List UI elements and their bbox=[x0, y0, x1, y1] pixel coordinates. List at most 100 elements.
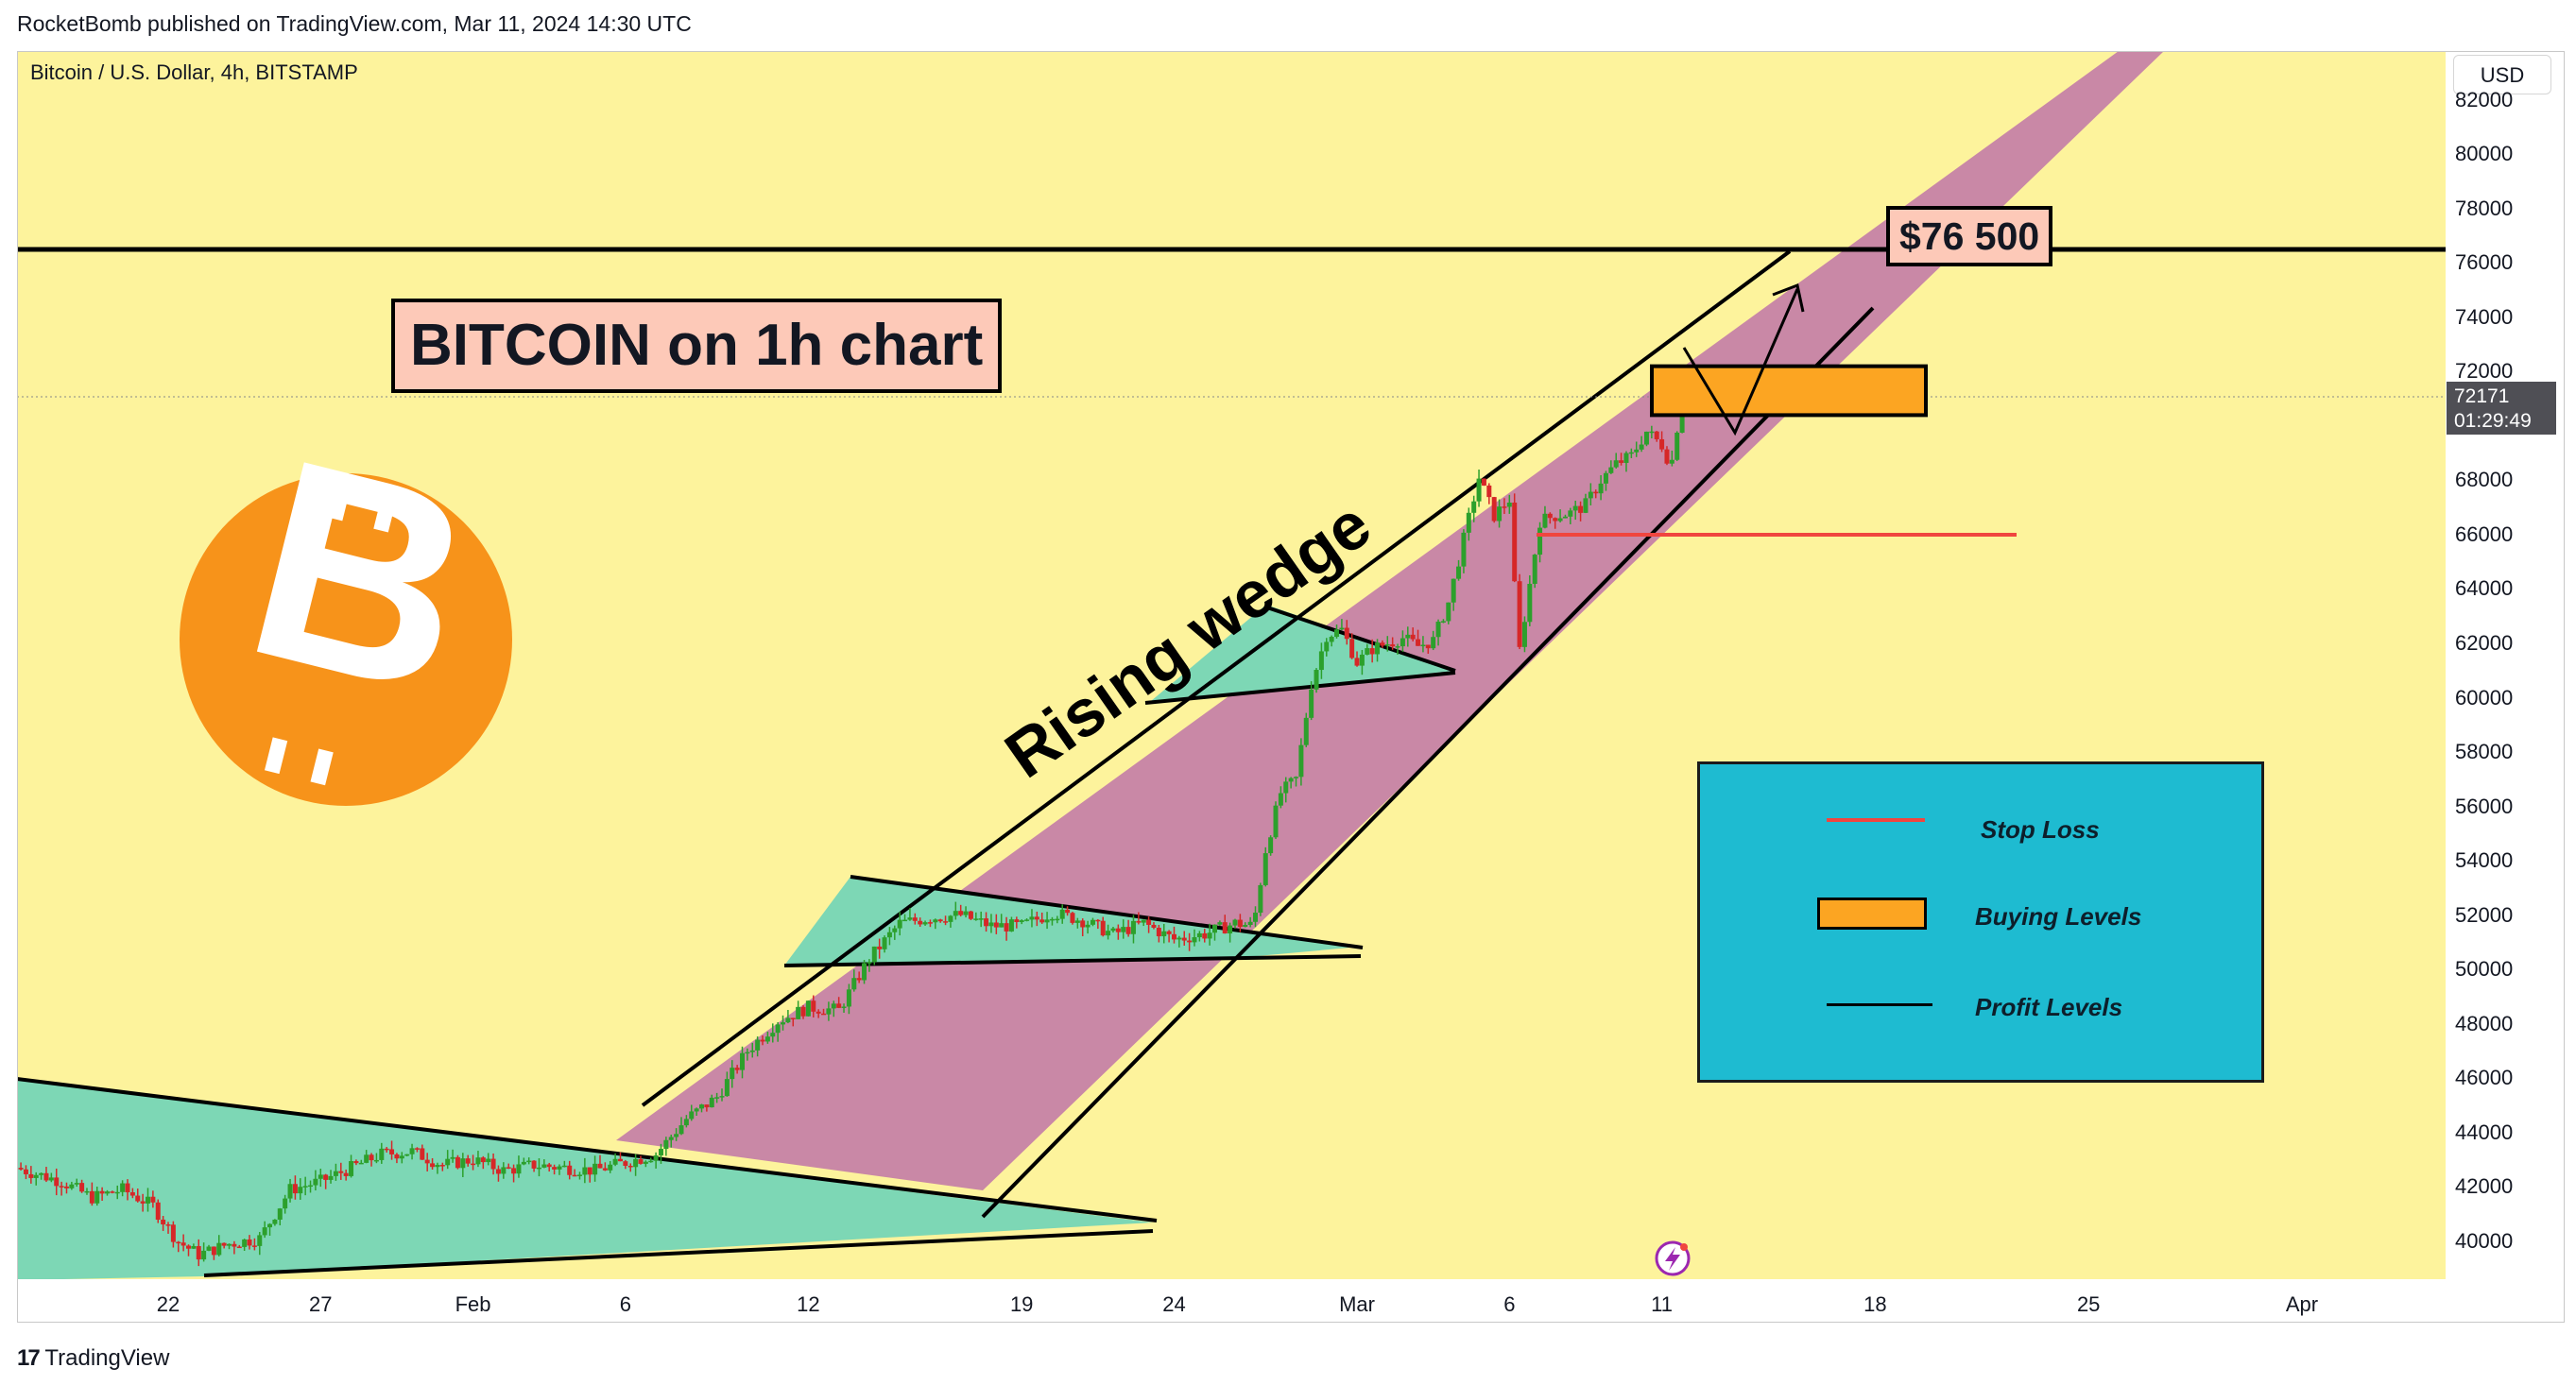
candle-body bbox=[1400, 638, 1405, 647]
candle-body bbox=[1146, 919, 1152, 925]
candle-body bbox=[1643, 431, 1649, 445]
candle-body bbox=[1019, 920, 1024, 922]
candle-body bbox=[1380, 642, 1385, 646]
candle-body bbox=[862, 963, 867, 981]
lightning-icon[interactable] bbox=[1655, 1240, 1691, 1276]
chart-annotation-title: BITCOIN on 1h chart bbox=[391, 299, 1003, 393]
legend-stop-loss-swatch bbox=[1827, 818, 1925, 822]
candle-body bbox=[714, 1097, 720, 1099]
candle-body bbox=[1603, 472, 1608, 484]
candle-body bbox=[251, 1245, 257, 1247]
candle-body bbox=[608, 1164, 613, 1171]
price-tick-label: 54000 bbox=[2455, 848, 2514, 873]
candle-body bbox=[1497, 506, 1503, 522]
candle-body bbox=[1461, 532, 1467, 567]
candle-body bbox=[54, 1177, 60, 1187]
candle-body bbox=[912, 917, 918, 921]
candle-body bbox=[546, 1164, 552, 1168]
candle-body bbox=[1435, 622, 1441, 638]
candle-body bbox=[211, 1246, 216, 1256]
candle-body bbox=[63, 1186, 69, 1188]
candle-body bbox=[856, 978, 862, 981]
last-price-value: 72171 bbox=[2454, 385, 2510, 407]
currency-button[interactable]: USD bbox=[2453, 55, 2551, 94]
time-tick-label: 11 bbox=[1651, 1292, 1674, 1316]
tradingview-brand[interactable]: 17 TradingView bbox=[17, 1345, 169, 1372]
candle-body bbox=[384, 1148, 389, 1151]
candle-body bbox=[460, 1158, 466, 1169]
candle-body bbox=[455, 1156, 460, 1169]
candle-body bbox=[973, 918, 979, 920]
candle-body bbox=[1384, 644, 1390, 646]
candle-body bbox=[1258, 884, 1263, 914]
candle-body bbox=[1446, 602, 1451, 622]
candle-body bbox=[1659, 438, 1665, 450]
candle-body bbox=[323, 1174, 329, 1180]
candle-body bbox=[531, 1160, 537, 1169]
candle-body bbox=[23, 1169, 28, 1174]
time-axis[interactable] bbox=[17, 1279, 2446, 1323]
candle-body bbox=[658, 1149, 663, 1155]
candle-body bbox=[1288, 778, 1294, 782]
candle-body bbox=[206, 1246, 212, 1251]
candle-body bbox=[1395, 646, 1400, 648]
candle-body bbox=[999, 923, 1005, 928]
candle-body bbox=[1237, 919, 1243, 928]
candle-body bbox=[633, 1158, 639, 1168]
candle-body bbox=[1532, 555, 1537, 584]
candle-body bbox=[338, 1171, 344, 1173]
candle-body bbox=[816, 1011, 821, 1014]
symmetrical-triangle-upper bbox=[1151, 605, 1455, 701]
candle-body bbox=[399, 1155, 404, 1159]
candle-body bbox=[242, 1239, 248, 1247]
candle-body bbox=[221, 1242, 227, 1246]
price-tick-label: 78000 bbox=[2455, 196, 2514, 220]
candle-body bbox=[1410, 634, 1416, 640]
candle-body bbox=[420, 1148, 425, 1160]
legend-buying-label: Buying Levels bbox=[1975, 902, 2142, 931]
candle-body bbox=[349, 1161, 354, 1176]
candle-body bbox=[343, 1172, 349, 1176]
candle-body bbox=[1110, 928, 1116, 932]
candle-body bbox=[648, 1160, 654, 1163]
candle-body bbox=[1034, 916, 1039, 920]
candle-body bbox=[1181, 937, 1187, 941]
candle-body bbox=[724, 1079, 730, 1097]
candle-body bbox=[287, 1184, 293, 1199]
candle-body bbox=[1486, 485, 1492, 498]
candle-body bbox=[1207, 932, 1212, 939]
candle-body bbox=[1228, 925, 1233, 934]
candle-body bbox=[694, 1108, 699, 1112]
candle-body bbox=[978, 918, 984, 920]
candle-body bbox=[277, 1208, 283, 1220]
price-tick-label: 66000 bbox=[2455, 522, 2514, 546]
candle-body bbox=[328, 1175, 334, 1180]
candle-body bbox=[196, 1245, 201, 1260]
candle-body bbox=[719, 1096, 725, 1098]
candle-body bbox=[1309, 689, 1314, 718]
wedge-upper-line bbox=[641, 249, 1792, 1107]
candle-body bbox=[627, 1165, 633, 1168]
candle-body bbox=[1542, 513, 1548, 528]
candle-body bbox=[1070, 913, 1075, 923]
candle-body bbox=[1568, 510, 1573, 517]
price-tick-label: 52000 bbox=[2455, 902, 2514, 927]
candle-body bbox=[1466, 512, 1471, 533]
candle-body bbox=[576, 1174, 582, 1176]
candle-body bbox=[683, 1119, 689, 1126]
candle-body bbox=[597, 1163, 603, 1169]
price-axis[interactable] bbox=[2446, 51, 2565, 1323]
candle-body bbox=[775, 1024, 781, 1034]
time-tick-label: Apr bbox=[2285, 1292, 2319, 1316]
candle-body bbox=[877, 946, 883, 949]
candle-body bbox=[1369, 648, 1375, 655]
candle-body bbox=[1211, 924, 1217, 933]
candle-body bbox=[69, 1184, 75, 1188]
time-tick-label: 24 bbox=[1162, 1292, 1186, 1316]
candle-body bbox=[1506, 502, 1512, 507]
candle-body bbox=[170, 1224, 176, 1242]
candle-body bbox=[1440, 621, 1446, 623]
candle-body bbox=[506, 1167, 511, 1169]
candle-body bbox=[516, 1164, 522, 1174]
